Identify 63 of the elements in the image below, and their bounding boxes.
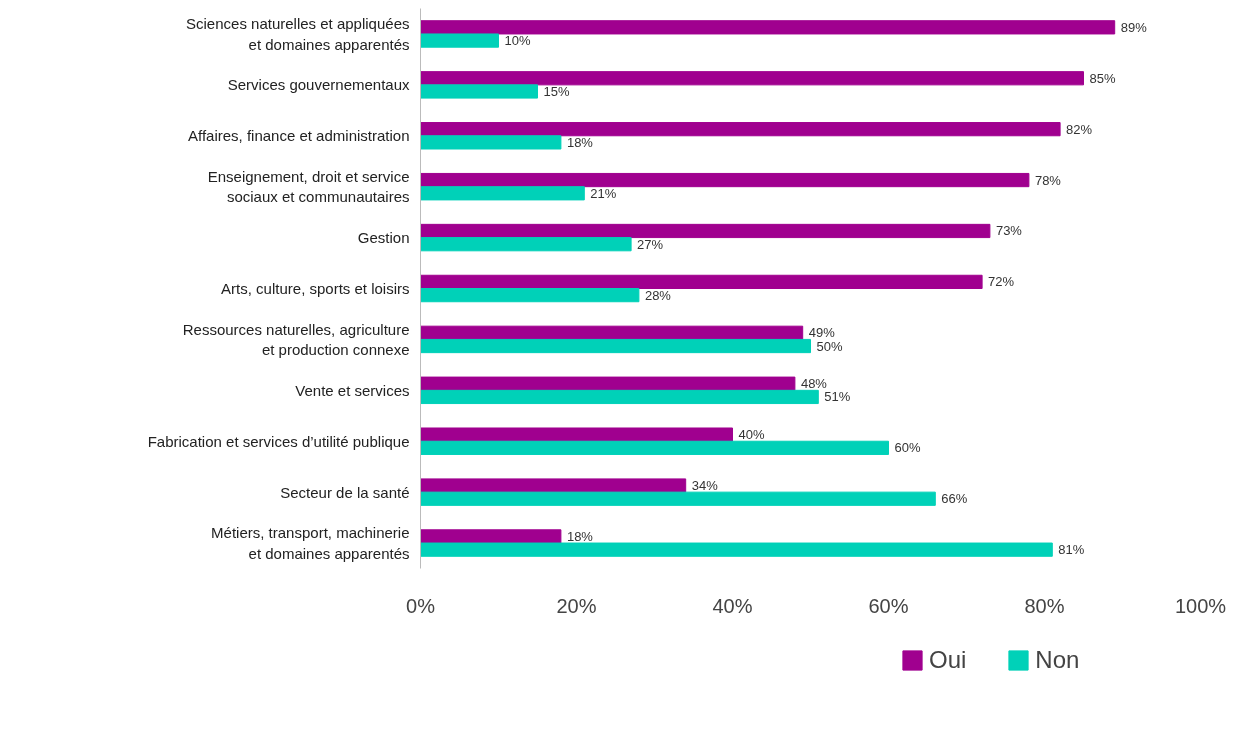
bar [420,542,1053,557]
data-label: 15% [543,83,570,99]
data-label: 50% [816,338,843,354]
y-tick-label: Services gouvernementaux [227,76,410,94]
bar [420,288,640,303]
bar [420,84,538,99]
bar [420,440,889,455]
x-tick-label: 80% [1024,594,1065,617]
data-label: 21% [590,185,617,201]
data-label: 78% [1034,172,1062,188]
data-label: 89% [1120,19,1148,35]
y-tick-label: Affaires, finance et administration [187,127,410,145]
bar [420,71,1084,86]
data-label: 18% [566,528,594,544]
x-tick-label: 40% [712,594,753,617]
data-label: 72% [988,274,1015,290]
y-tick-label: Sciences naturelles et appliquées et domaines apparentés [186,15,410,53]
data-label: 85% [1089,70,1116,86]
data-label: 49% [808,325,836,341]
bar [420,389,819,405]
data-label: 60% [894,440,921,456]
bar [420,338,811,354]
bar [420,20,1116,35]
bar [420,33,499,48]
legend-label: Non [1035,646,1080,674]
y-tick-label: Arts, culture, sports et loisirs [221,280,410,297]
data-label: 66% [941,491,968,507]
legend-label: Oui [929,646,967,674]
data-label: 48% [800,376,828,392]
bar [420,237,632,252]
data-label: 18% [566,134,594,150]
x-tick-label: 0% [406,594,436,617]
y-tick-label: Vente et services [295,381,410,399]
y-tick-label: Gestion [357,229,410,247]
bar [420,325,804,340]
bar [420,478,687,493]
x-tick-label: 20% [556,594,597,617]
bar [420,172,1030,188]
x-tick-label: 100% [1174,594,1227,617]
y-tick-label: Ressources naturelles, agriculture et production connexe [182,320,410,359]
data-label: 82% [1066,121,1093,137]
bar [420,186,585,201]
y-tick-label: Fabrication et services d’utilité publique [147,432,410,450]
bar [420,223,991,239]
x-tick-label: 60% [868,594,909,617]
y-tick-label: Métiers, transport, machinerie et domaines apparentés [211,524,410,562]
bar [420,376,796,391]
data-label: 81% [1058,542,1085,558]
data-label: 28% [644,287,672,303]
data-label: 51% [824,389,851,405]
bar [420,274,983,289]
y-tick-label: Secteur de la santé [280,483,410,501]
data-label: 34% [691,478,719,494]
data-label: 10% [504,33,531,49]
bar [420,491,936,506]
data-label: 73% [995,223,1023,239]
data-label: 27% [637,236,664,252]
data-label: 40% [738,427,765,443]
bar [420,529,562,544]
y-tick-label: Enseignement, droit et service sociaux et communautaires [207,167,410,206]
bar [420,135,562,150]
bar [420,427,733,442]
bar [420,122,1061,137]
